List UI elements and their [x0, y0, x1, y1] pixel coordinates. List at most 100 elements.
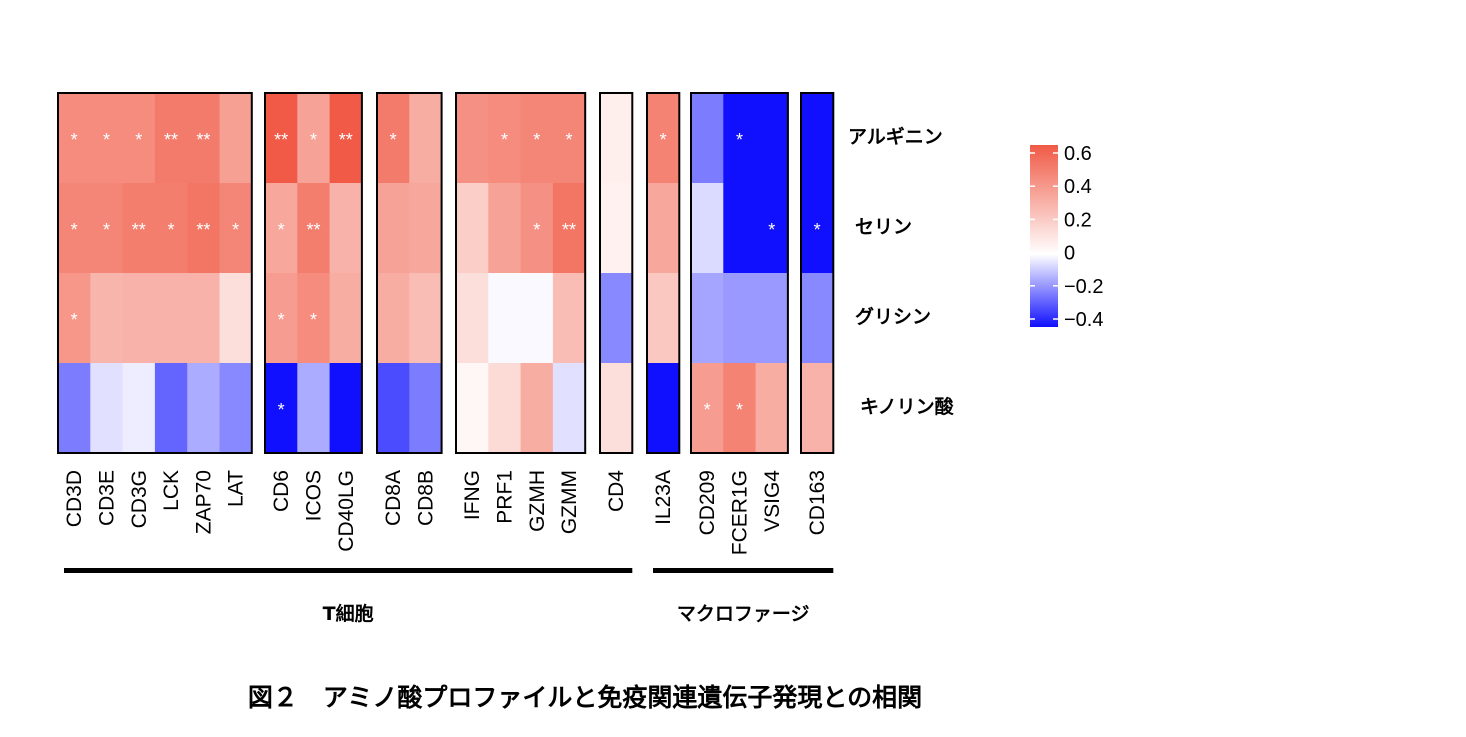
significance-star: ** — [339, 130, 353, 150]
group-label: マクロファージ — [677, 603, 810, 625]
gene-label: CD209 — [696, 470, 719, 535]
heatmap-cell — [520, 273, 554, 364]
legend-tick-label: −0.4 — [1064, 309, 1103, 331]
gene-label: IL23A — [652, 470, 675, 525]
significance-star: * — [71, 220, 78, 240]
gene-label: PRF1 — [493, 470, 516, 524]
heatmap-cell — [456, 183, 489, 274]
block-frame — [800, 92, 835, 454]
heatmap-cell — [219, 183, 253, 274]
significance-star: ** — [274, 130, 288, 150]
heatmap-cell — [552, 93, 586, 184]
significance-star: * — [135, 130, 142, 150]
heatmap-cell — [409, 273, 443, 364]
heatmap-cell — [187, 93, 221, 184]
heatmap-cell — [265, 183, 298, 274]
heatmap-cell — [488, 273, 522, 364]
heatmap-cell — [58, 363, 91, 454]
legend-tick-label: 0.2 — [1064, 209, 1092, 231]
heatmap-cell — [488, 183, 522, 274]
significance-star: * — [310, 130, 317, 150]
legend-tick-label: 0.4 — [1064, 176, 1092, 198]
significance-star: ** — [164, 130, 178, 150]
gene-label: CD40LG — [335, 470, 358, 552]
heatmap-cell — [600, 93, 633, 184]
heatmap-cell — [90, 183, 124, 274]
gene-labels: CD3D CD3E CD3G LCK ZAP70 LAT CD6 ICOS CD40LG CD8A… — [63, 470, 829, 556]
gene-label: CD3G — [128, 470, 151, 528]
significance-star: * — [103, 220, 110, 240]
gene-label: IFNG — [461, 470, 484, 520]
significance-star: * — [390, 130, 397, 150]
heatmap-cell — [755, 183, 789, 274]
heatmap-cell — [691, 93, 724, 184]
significance-stars: * * * ** ** ** * ** * * * * * ** * ** * ** * * ** * ** * ** * ** * * — [71, 130, 821, 420]
heatmap-cell — [297, 93, 331, 184]
gene-label: CD8B — [414, 470, 437, 526]
figure-caption: 図２ アミノ酸プロファイルと免疫関連遺伝子発現との相関 — [248, 683, 922, 712]
heatmap-cell — [265, 273, 298, 364]
heatmap-cell — [58, 93, 91, 184]
legend-tick-label: 0.6 — [1064, 143, 1092, 165]
heatmap-cell — [723, 93, 757, 184]
heatmap-cell — [122, 363, 156, 454]
block-frame — [690, 92, 789, 454]
heatmap-cell — [154, 273, 188, 364]
heatmap-cell — [154, 363, 188, 454]
significance-star: * — [736, 400, 743, 420]
heatmap-cell — [600, 273, 633, 364]
heatmap-cells — [58, 93, 834, 454]
heatmap-cell — [122, 183, 156, 274]
gene-label: CD4 — [605, 470, 628, 512]
heatmap-cell — [552, 183, 586, 274]
gene-label: FCER1G — [728, 470, 751, 555]
row-label: グリシン — [855, 305, 931, 328]
heatmap-cell — [58, 183, 91, 274]
group-label: T細胞 — [323, 602, 374, 625]
heatmap-cell — [219, 363, 253, 454]
significance-star: * — [71, 310, 78, 330]
significance-star: * — [768, 220, 775, 240]
heatmap-cell — [647, 273, 680, 364]
significance-star: * — [814, 220, 821, 240]
heatmap-cell — [755, 363, 789, 454]
row-label: セリン — [855, 216, 912, 238]
significance-star: * — [310, 310, 317, 330]
gene-label: GZMH — [526, 470, 549, 532]
heatmap-cell — [219, 273, 253, 364]
legend-tick-label: −0.2 — [1064, 276, 1103, 298]
block-frame — [599, 92, 634, 454]
heatmap-cell — [647, 93, 680, 184]
significance-star: * — [660, 130, 667, 150]
heatmap-cell — [755, 93, 789, 184]
heatmap-cell — [520, 183, 554, 274]
heatmap-cell — [265, 363, 298, 454]
heatmap-cell — [552, 363, 586, 454]
heatmap-cell — [691, 183, 724, 274]
heatmap-cell — [647, 183, 680, 274]
heatmap-cell — [488, 363, 522, 454]
heatmap-cell — [90, 93, 124, 184]
significance-star: * — [168, 220, 175, 240]
heatmap-cell — [723, 363, 757, 454]
heatmap-cell — [488, 93, 522, 184]
heatmap-cell — [377, 273, 410, 364]
gene-label: ZAP70 — [192, 470, 215, 534]
gene-label: ICOS — [302, 470, 325, 521]
heatmap-cell — [377, 363, 410, 454]
heatmap-cell — [329, 363, 363, 454]
heatmap-cell — [58, 273, 91, 364]
heatmap-cell — [297, 363, 331, 454]
heatmap-cell — [456, 273, 489, 364]
legend-bar — [1030, 145, 1058, 327]
heatmap-cell — [90, 273, 124, 364]
heatmap-cell — [154, 93, 188, 184]
significance-star: * — [501, 130, 508, 150]
heatmap-cell — [329, 273, 363, 364]
heatmap-cell — [723, 273, 757, 364]
gene-label: VSIG4 — [761, 470, 784, 532]
significance-star: * — [533, 130, 540, 150]
heatmap-cell — [409, 93, 443, 184]
heatmap-cell — [456, 93, 489, 184]
significance-star: * — [278, 310, 285, 330]
